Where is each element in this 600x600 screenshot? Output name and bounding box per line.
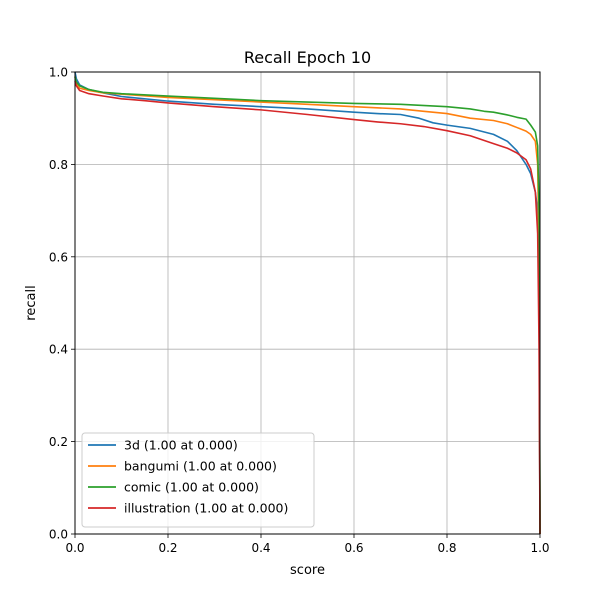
y-tick-label: 0.8	[49, 158, 68, 172]
x-tick-label: 0.8	[437, 541, 456, 555]
x-tick-label: 0.0	[65, 541, 84, 555]
series-line-3	[74, 81, 541, 535]
legend-box	[81, 432, 315, 528]
x-tick-label: 0.4	[251, 541, 270, 555]
y-axis-label: recall	[24, 285, 39, 320]
legend-label: bangumi (1.00 at 0.000)	[124, 459, 277, 474]
x-axis-label: score	[290, 563, 325, 578]
chart-title: Recall Epoch 10	[244, 48, 371, 67]
x-tick-label: 1.0	[530, 541, 549, 555]
legend-label: illustration (1.00 at 0.000)	[124, 501, 288, 516]
x-tick-label: 0.6	[344, 541, 363, 555]
y-tick-label: 1.0	[49, 66, 68, 80]
y-tick-label: 0.0	[49, 528, 68, 542]
y-tick-label: 0.4	[49, 343, 68, 357]
x-tick-label: 0.2	[158, 541, 177, 555]
legend-label: comic (1.00 at 0.000)	[124, 480, 259, 495]
y-tick-label: 0.2	[49, 435, 68, 449]
axis-ticks: 0.0 0.2 0.4 0.6 0.8 1.0 0.0 0.2 0.4 0.6 0.8 1.0	[49, 66, 550, 556]
plot-frame	[74, 71, 541, 535]
legend-label: 3d (1.00 at 0.000)	[124, 438, 238, 453]
y-tick-label: 0.6	[49, 250, 68, 264]
series-lines	[74, 71, 541, 535]
series-line-2	[74, 76, 541, 535]
legend: 3d (1.00 at 0.000) bangumi (1.00 at 0.000…	[81, 432, 315, 528]
